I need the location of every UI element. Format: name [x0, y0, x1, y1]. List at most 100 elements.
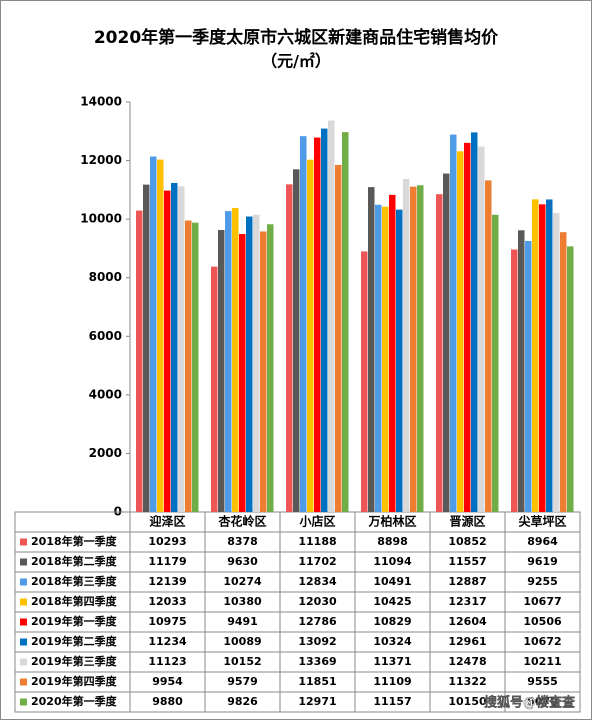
- data-label: 12033: [148, 595, 186, 608]
- bar: [525, 240, 532, 513]
- data-label: 12834: [298, 575, 337, 588]
- data-label: 12887: [448, 575, 486, 588]
- legend-swatch: [20, 678, 27, 686]
- data-label: 10152: [223, 655, 261, 668]
- data-label: 11702: [298, 555, 336, 568]
- bar: [321, 128, 328, 512]
- legend-label: 2019年第一季度: [31, 614, 118, 628]
- y-tick-label: 6000: [89, 329, 122, 343]
- bar: [328, 120, 335, 513]
- bar: [342, 132, 349, 512]
- legend-label: 2018年第三季度: [31, 574, 118, 588]
- bar: [157, 159, 164, 513]
- bar: [267, 224, 274, 512]
- x-tick-label: 晋源区: [449, 514, 485, 529]
- data-label: 10425: [373, 595, 411, 608]
- bar: [403, 178, 410, 513]
- legend-label: 2018年第四季度: [31, 594, 118, 608]
- data-label: 10852: [448, 535, 486, 548]
- bar: [225, 211, 232, 512]
- bar: [368, 187, 375, 512]
- bar: [239, 234, 246, 512]
- data-label: 10089: [223, 635, 261, 648]
- bar: [375, 204, 382, 513]
- legend-swatch: [20, 698, 27, 706]
- legend-swatch: [20, 638, 27, 646]
- legend-label: 2018年第一季度: [31, 534, 118, 548]
- bar: [546, 199, 553, 512]
- data-label: 10975: [148, 615, 186, 628]
- data-label: 10677: [523, 595, 561, 608]
- x-tick-label: 小店区: [299, 514, 335, 529]
- bar: [293, 169, 300, 512]
- data-label: 9555: [527, 675, 558, 688]
- data-label: 9579: [227, 675, 258, 688]
- data-label: 11179: [148, 555, 186, 568]
- bar: [192, 222, 199, 512]
- x-tick-label: 尖草坪区: [518, 514, 566, 529]
- legend-label: 2019年第四季度: [31, 674, 118, 688]
- y-tick-label: 4000: [89, 387, 122, 401]
- legend-swatch: [20, 618, 27, 626]
- bar: [178, 186, 185, 512]
- y-tick-label: 10000: [80, 212, 122, 226]
- x-tick-label: 万柏林区: [367, 514, 416, 529]
- data-label: 10274: [223, 575, 262, 588]
- bar: [478, 146, 485, 512]
- bar: [553, 212, 560, 513]
- legend-swatch: [20, 658, 27, 666]
- data-label: 9070: [527, 695, 558, 708]
- bar: [307, 159, 314, 512]
- bar: [443, 173, 450, 513]
- data-label: 11557: [448, 555, 486, 568]
- data-label: 12030: [298, 595, 337, 608]
- bar: [246, 216, 253, 512]
- data-label: 12971: [298, 695, 336, 708]
- data-label: 10491: [373, 575, 411, 588]
- bar: [464, 142, 471, 512]
- bar: [492, 214, 499, 512]
- bar: [150, 156, 157, 512]
- bar: [335, 164, 342, 512]
- bar: [518, 230, 525, 512]
- legend-swatch: [20, 558, 27, 566]
- legend-label: 2019年第二季度: [31, 634, 118, 648]
- data-label: 13369: [298, 655, 336, 668]
- data-label: 9630: [227, 555, 258, 568]
- data-label: 10211: [523, 655, 561, 668]
- data-label: 10672: [523, 635, 561, 648]
- bar: [389, 194, 396, 513]
- legend-label: 2018年第二季度: [31, 554, 118, 568]
- data-label: 8964: [527, 535, 558, 548]
- data-label: 10293: [148, 535, 186, 548]
- bar: [396, 209, 403, 512]
- data-label: 9255: [527, 575, 558, 588]
- bar: [164, 190, 171, 512]
- bar: [253, 214, 260, 513]
- bar: [560, 232, 567, 513]
- y-tick-label: 2000: [89, 446, 122, 460]
- data-label: 9880: [152, 695, 183, 708]
- data-label: 12786: [298, 615, 337, 628]
- data-label: 11851: [298, 675, 336, 688]
- bar: [185, 220, 192, 513]
- bar: [314, 137, 321, 512]
- bar: [361, 251, 368, 512]
- data-label: 11157: [373, 695, 411, 708]
- bar: [260, 231, 267, 512]
- data-label: 12139: [148, 575, 186, 588]
- data-label: 10829: [373, 615, 411, 628]
- bar: [136, 210, 143, 513]
- chart-title: 2020年第一季度太原市六城区新建商品住宅销售均价: [94, 27, 499, 48]
- bar: [471, 132, 478, 512]
- data-label: 9954: [152, 675, 183, 688]
- bar: [539, 204, 546, 512]
- bar: [450, 134, 457, 512]
- bar: [485, 180, 492, 513]
- bar: [211, 266, 218, 512]
- bar: [511, 249, 518, 513]
- data-label: 9619: [527, 555, 558, 568]
- data-label: 8378: [227, 535, 258, 548]
- data-label: 11094: [373, 555, 412, 568]
